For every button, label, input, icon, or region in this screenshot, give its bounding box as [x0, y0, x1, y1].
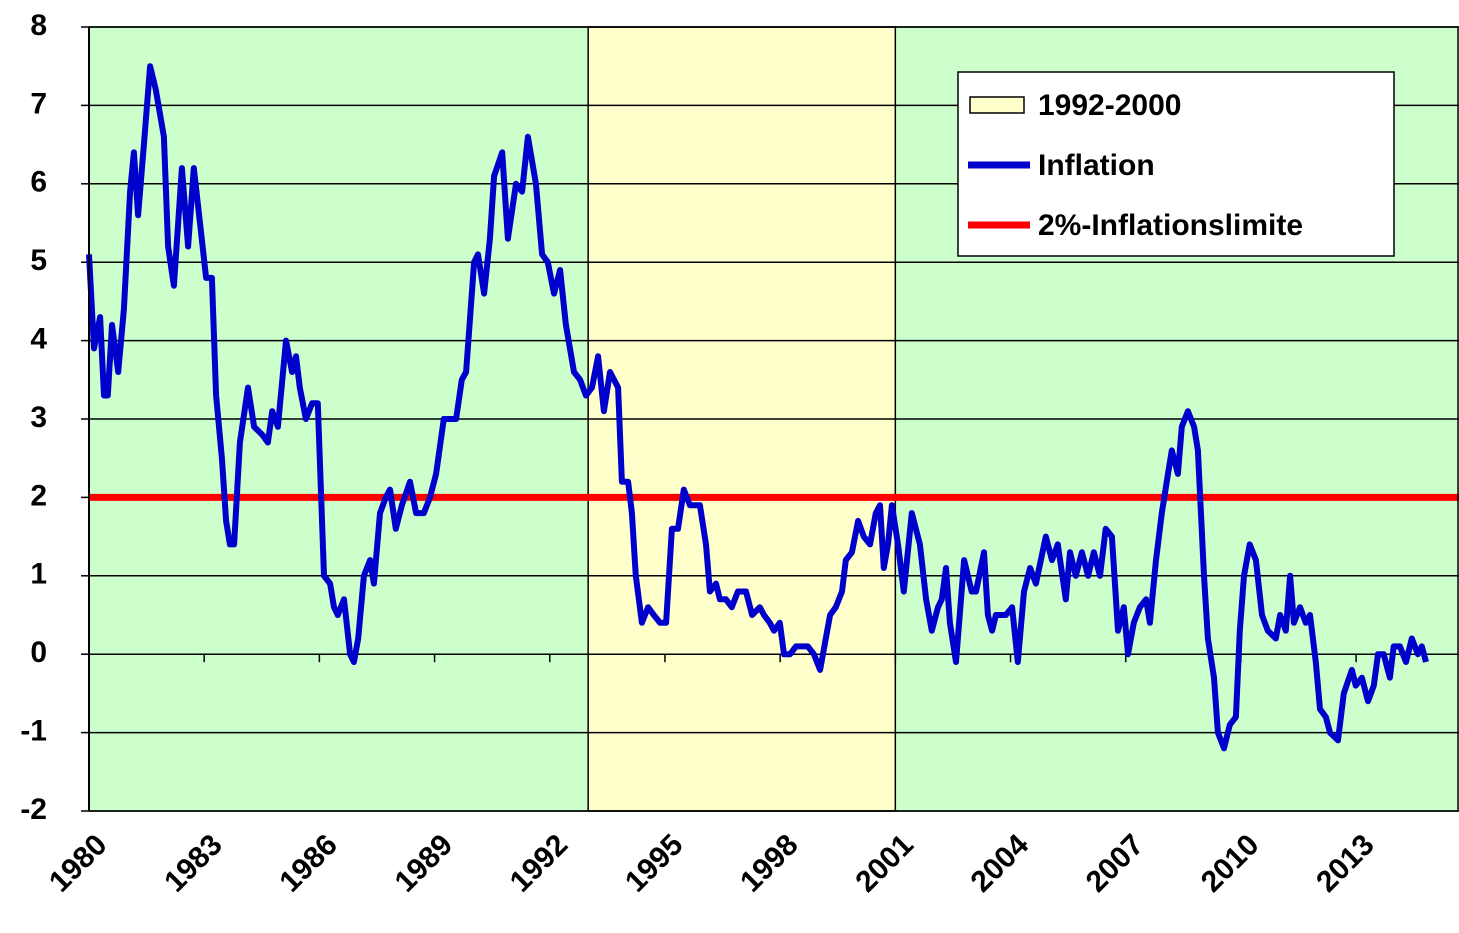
x-tick-label: 1995 — [619, 828, 690, 899]
legend-box — [957, 71, 1395, 257]
y-tick-label: 7 — [30, 87, 47, 120]
y-tick-label: 2 — [30, 479, 47, 512]
plot-border — [88, 26, 1459, 812]
legend-label: 2%-Inflationslimite — [1038, 209, 1303, 242]
x-tick-label: 2010 — [1195, 828, 1266, 899]
legend: 1992-2000 Inflation 2%-Inflationslimite — [957, 71, 1395, 257]
x-tick-label: 1983 — [158, 828, 229, 899]
line-series — [86, 63, 1429, 752]
y-tick-label: 5 — [30, 244, 47, 277]
y-tick-label: 6 — [30, 166, 47, 199]
x-tick-label: 1986 — [273, 828, 344, 899]
x-tick-label: 1992 — [504, 828, 575, 899]
x-tick-label: 2004 — [965, 828, 1036, 899]
legend-swatch — [969, 96, 1025, 114]
y-tick-label: -1 — [20, 715, 47, 748]
y-tick-label: 0 — [30, 636, 47, 669]
y-tick-label: 4 — [30, 323, 47, 356]
x-tick-label: 2007 — [1080, 828, 1151, 899]
legend-label: 1992-2000 — [1038, 89, 1181, 122]
x-tick-label: 1989 — [389, 828, 460, 899]
y-tick-label: 8 — [30, 9, 47, 42]
x-tick-label: 1998 — [734, 828, 805, 899]
x-tick-label: 1980 — [43, 828, 114, 899]
y-tick-label: 1 — [30, 558, 47, 591]
y-tick-label: -2 — [20, 793, 47, 826]
legend-label: Inflation — [1038, 149, 1155, 182]
x-tick-label: 2001 — [849, 828, 920, 899]
y-tick-label: 3 — [30, 401, 47, 434]
x-tick-label: 2013 — [1310, 828, 1381, 899]
